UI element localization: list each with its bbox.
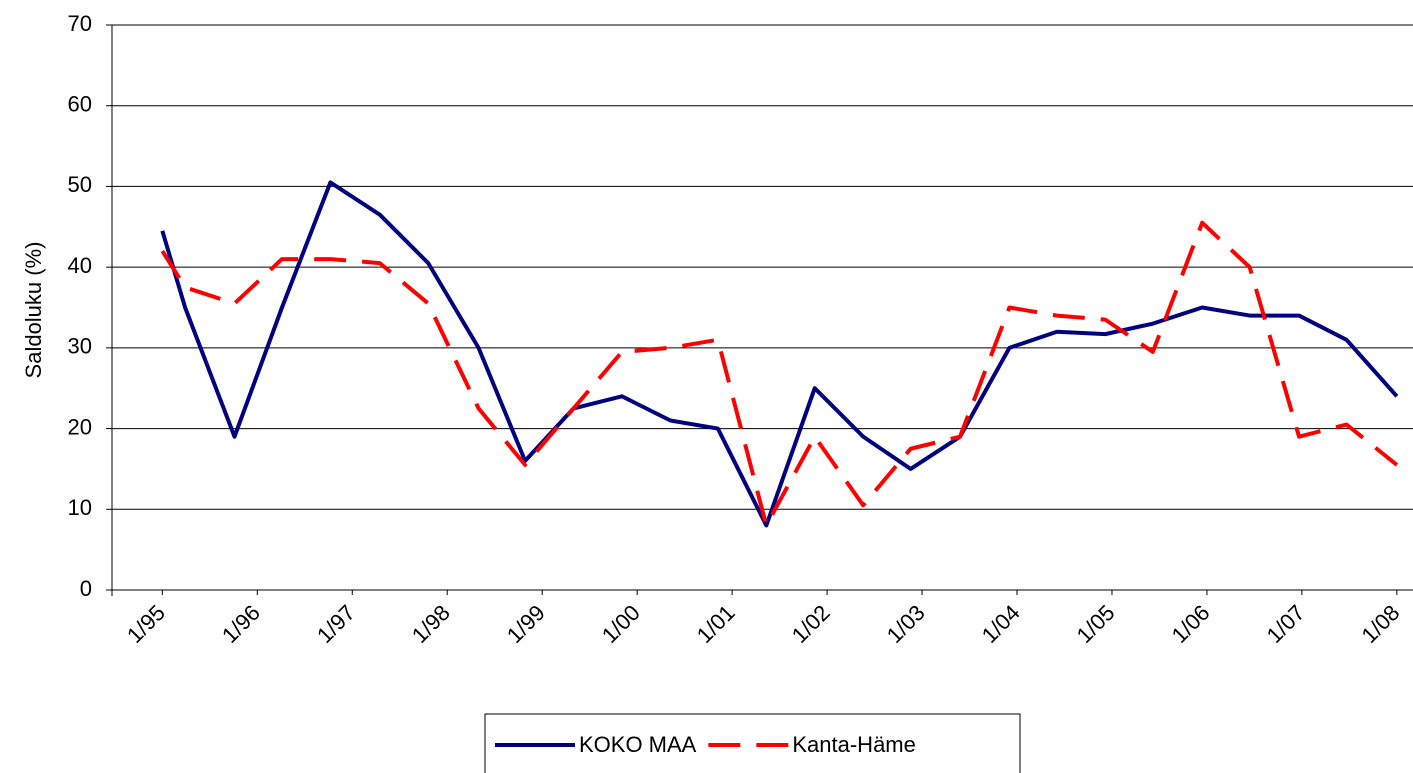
x-tick-label: 1/07 (1262, 600, 1310, 648)
y-tick-label: 30 (68, 334, 92, 359)
y-tick-label: 10 (68, 495, 92, 520)
x-tick-label: 1/02 (787, 600, 835, 648)
x-tick-label: 1/05 (1072, 600, 1120, 648)
x-tick-label: 1/99 (502, 600, 550, 648)
y-tick-label: 0 (80, 576, 92, 601)
series-line (160, 180, 1399, 528)
y-axis-title: Saldoluku (%) (21, 242, 46, 379)
x-tick-label: 1/00 (597, 600, 645, 648)
legend-label: Kanta-Häme (792, 732, 916, 757)
series-line (160, 220, 1399, 528)
x-tick-label: 1/08 (1357, 600, 1405, 648)
y-tick-label: 50 (68, 172, 92, 197)
y-tick-label: 60 (68, 92, 92, 117)
x-tick-label: 1/95 (122, 600, 170, 648)
y-tick-label: 20 (68, 414, 92, 439)
x-tick-label: 1/01 (692, 600, 740, 648)
legend-label: KOKO MAA (579, 732, 697, 757)
x-tick-label: 1/03 (882, 600, 930, 648)
x-tick-label: 1/96 (217, 600, 265, 648)
x-tick-label: 1/04 (977, 600, 1025, 648)
x-tick-label: 1/06 (1167, 600, 1215, 648)
y-tick-label: 70 (68, 11, 92, 36)
y-tick-label: 40 (68, 253, 92, 278)
x-tick-label: 1/98 (407, 600, 455, 648)
x-tick-label: 1/97 (312, 600, 360, 648)
